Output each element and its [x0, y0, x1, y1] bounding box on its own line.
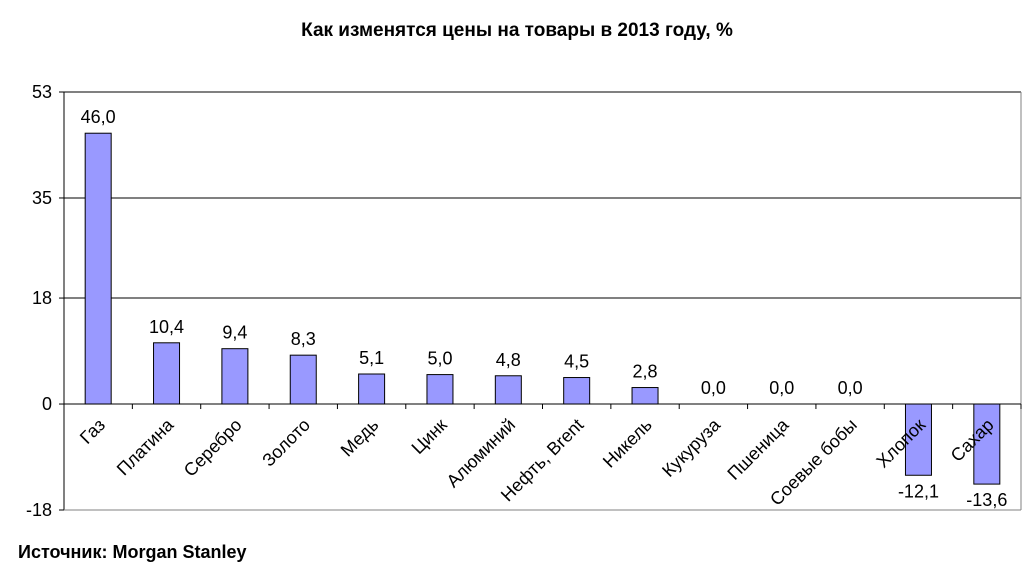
data-label: 0,0: [769, 378, 794, 398]
data-label: -13,6: [966, 490, 1007, 510]
category-label: Никель: [599, 415, 656, 472]
data-label: 0,0: [701, 378, 726, 398]
category-label: Серебро: [180, 415, 246, 481]
data-label: 46,0: [81, 107, 116, 127]
data-label: 4,5: [564, 352, 589, 372]
category-label: Цинк: [408, 415, 451, 458]
bar: [358, 373, 386, 405]
category-label: Пшеница: [723, 414, 793, 484]
category-label: Золото: [258, 415, 314, 471]
category-label: Газ: [76, 415, 109, 448]
labels: -18 0 18 35 53 46,0 Газ 10,4 Платина 9,4 Серебро 8,…: [26, 82, 1007, 520]
y-tick-label: -18: [26, 500, 52, 520]
data-label: 8,3: [291, 329, 316, 349]
bar: [289, 354, 317, 405]
data-label: -12,1: [898, 481, 939, 501]
source-note: Источник: Morgan Stanley: [18, 542, 247, 562]
gridlines: [64, 91, 1021, 299]
category-label: Медь: [337, 415, 383, 461]
data-label: 5,1: [359, 348, 384, 368]
data-label: 4,8: [496, 350, 521, 370]
bar: [494, 375, 522, 405]
bar: [631, 387, 659, 405]
bar: [563, 377, 591, 405]
data-label: 10,4: [149, 317, 184, 337]
y-tick-label: 18: [32, 288, 52, 308]
category-label: Кукуруза: [658, 414, 725, 481]
category-label: Платина: [113, 414, 178, 479]
data-label: 5,0: [427, 349, 452, 369]
y-tick-label: 35: [32, 188, 52, 208]
bar: [904, 403, 932, 476]
bar: [426, 374, 454, 405]
data-label: 2,8: [633, 362, 658, 382]
chart-title: Как изменятся цены на товары в 2013 году…: [301, 20, 733, 41]
y-tick-label: 53: [32, 82, 52, 102]
data-label: 9,4: [222, 323, 247, 343]
axes: [59, 91, 1022, 511]
data-label: 0,0: [838, 378, 863, 398]
bar: [221, 348, 249, 405]
bar: [153, 342, 181, 405]
bar: [84, 132, 112, 405]
bars: [84, 132, 1001, 485]
y-tick-label: 0: [42, 394, 52, 414]
